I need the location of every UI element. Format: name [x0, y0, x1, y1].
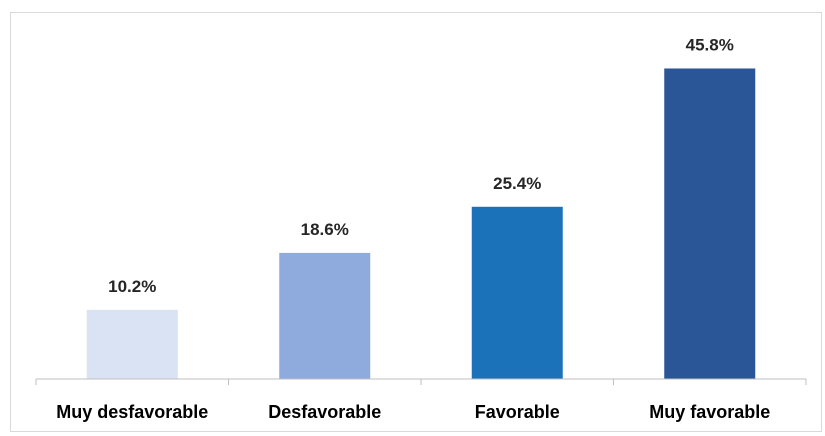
data-label-favorable: 25.4%: [493, 174, 541, 193]
category-label-favorable: Favorable: [475, 402, 560, 422]
category-label-desfavorable: Desfavorable: [268, 402, 381, 422]
category-label-muy-desfavorable: Muy desfavorable: [56, 402, 208, 422]
bar-desfavorable: [279, 252, 371, 379]
data-label-desfavorable: 18.6%: [301, 220, 349, 239]
bar-muy-desfavorable: [86, 309, 178, 379]
data-label-muy-desfavorable: 10.2%: [108, 277, 156, 296]
data-label-muy-favorable: 45.8%: [686, 35, 734, 54]
category-label-muy-favorable: Muy favorable: [649, 402, 770, 422]
bar-favorable: [471, 206, 563, 379]
bar-muy-favorable: [664, 68, 756, 379]
